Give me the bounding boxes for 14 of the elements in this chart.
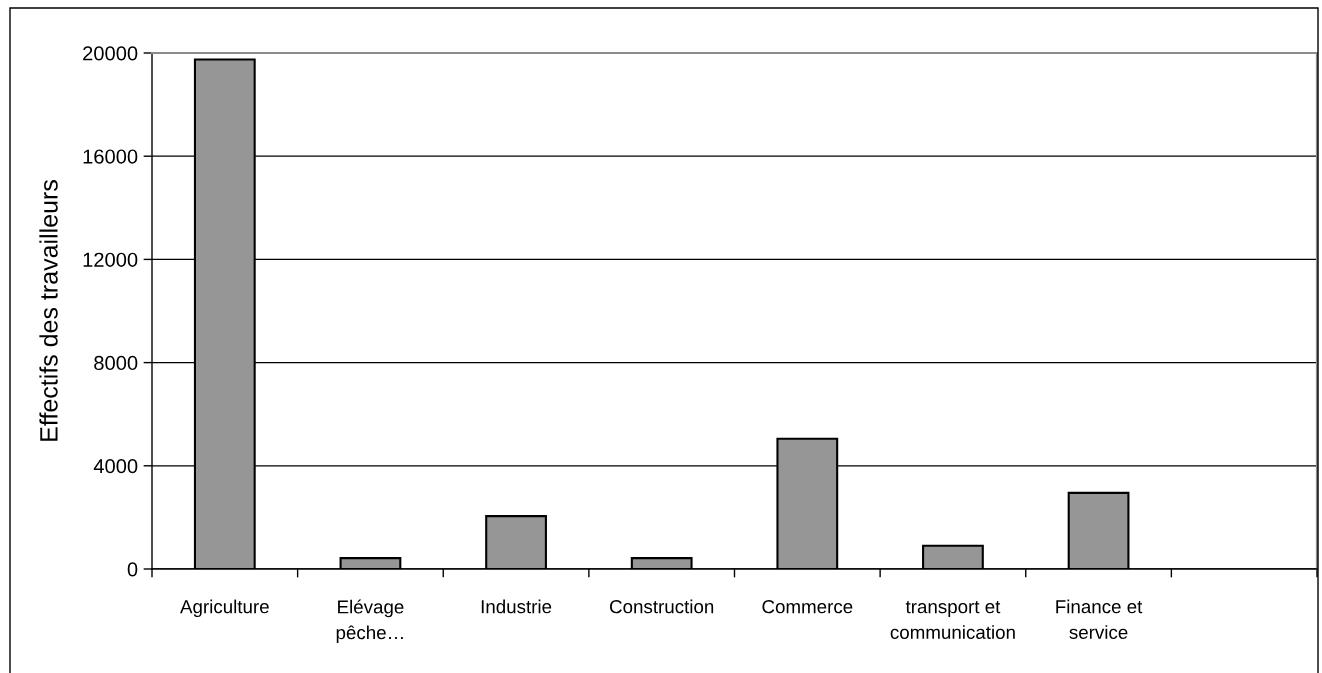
x-tick-label: transport et communication (890, 601, 1015, 639)
x-tick-label: Commerce (762, 600, 853, 614)
x-tick-label: Finance et service (1056, 599, 1143, 639)
y-axis-title: Effectifs des travailleurs (39, 180, 58, 441)
x-tick-label: Elévage pêche… (336, 599, 404, 643)
x-tick-label: Agriculture (180, 599, 269, 618)
y-tick-label: 12000 (83, 252, 138, 267)
y-tick-label: 16000 (83, 149, 138, 164)
x-tick-label: Construction (610, 599, 714, 614)
x-tick-label: Industrie (481, 599, 552, 614)
y-tick-label: 20000 (83, 46, 138, 61)
y-tick-label: 8000 (94, 355, 138, 371)
y-tick-label: 4000 (93, 459, 138, 474)
y-tick-label: 0 (127, 562, 138, 577)
